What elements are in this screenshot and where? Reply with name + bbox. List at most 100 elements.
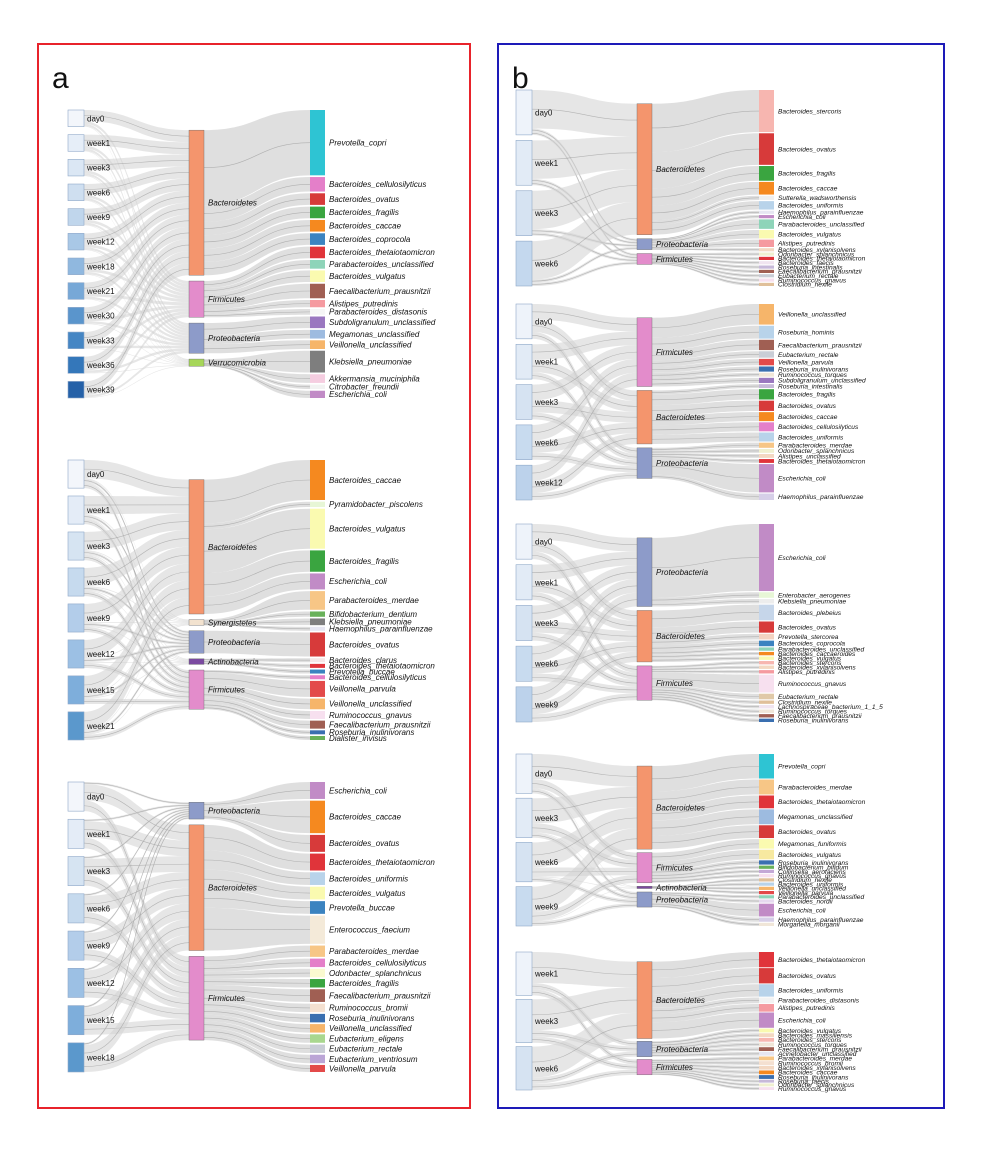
species-node-bacteroides-vulgatus: [310, 886, 325, 900]
phylum-node-bacteroidetes: [636, 103, 653, 235]
species-label-ruminococcus-gnavus: Ruminococcus_gnavus: [778, 681, 847, 688]
time-phylum-flow: [84, 624, 189, 731]
species-label-bacteroides-xylanisolvens: Bacteroides_xylanisolvens: [778, 247, 856, 254]
flow-trace: [531, 218, 638, 261]
time-label-week6: week6: [534, 438, 559, 447]
time-label-week12: week12: [534, 479, 563, 488]
species-label-haemophilus-parainfluenzae: Haemophilus_parainfluenzae: [778, 494, 864, 501]
flow-trace: [651, 594, 760, 601]
time-label-day0: day0: [535, 538, 553, 547]
time-label-week3: week3: [534, 398, 559, 407]
species-node-bacteroides-plebeius: [759, 604, 774, 621]
flow-trace: [203, 363, 311, 379]
phylum-species-flow: [652, 1065, 759, 1075]
flow-trace: [83, 813, 190, 970]
species-label-veillonella-unclassified: Veillonella_unclassified: [778, 886, 846, 893]
species-node-eubacterium-rectale: [759, 274, 774, 278]
flow-trace: [651, 648, 760, 654]
species-node-bacteroides-fragilis: [759, 166, 774, 181]
flow-trace: [651, 260, 760, 277]
species-label-ruminococcus-torques: Ruminococcus_torques: [778, 1042, 848, 1049]
time-node-week9: [67, 208, 85, 226]
time-label-week6: week6: [534, 660, 559, 669]
species-node-bacteroides-vulgatus: [759, 656, 774, 660]
flow-trace: [203, 816, 311, 844]
flow-trace: [203, 528, 311, 552]
time-label-week9: week9: [86, 614, 111, 623]
species-label-sutterella-wadsworthensis: Sutterella_wadsworthensis: [778, 195, 857, 202]
flow-trace: [83, 815, 190, 1007]
time-phylum-flow: [532, 169, 637, 230]
time-node-week21: [67, 711, 85, 741]
phylum-species-flow: [204, 824, 310, 871]
time-node-week1: [515, 951, 533, 996]
species-node-ruminococcus-bromii: [310, 1003, 325, 1013]
flow-trace: [203, 707, 311, 739]
flow-trace: [83, 184, 190, 215]
species-node-bacteroides-stercoris: [759, 1037, 774, 1042]
flow-trace: [203, 252, 311, 285]
time-phylum-flow: [532, 621, 637, 642]
time-node-week3: [67, 159, 85, 177]
phylum-node-verrucomicrobia: [188, 358, 205, 367]
time-label-week6: week6: [534, 1064, 559, 1073]
time-node-week9: [515, 886, 533, 927]
species-node-bacteroides-ovatus: [759, 825, 774, 839]
flow-trace: [651, 212, 760, 240]
time-phylum-flow: [84, 365, 189, 398]
flow-trace: [651, 557, 760, 569]
flow-trace: [203, 878, 311, 894]
flow-trace: [531, 1053, 638, 1081]
flow-trace: [651, 1039, 760, 1049]
species-label-haemophilus-parainfluenzae: Haemophilus_parainfluenzae: [778, 917, 864, 924]
species-node-faecalibacterium-prausnitzii: [310, 720, 325, 729]
flow-trace: [531, 992, 638, 1063]
flow-trace: [83, 468, 190, 489]
species-label-escherichia-coli: Escherichia_coli: [329, 390, 387, 399]
species-node-bacteroides-uniformis: [759, 201, 774, 210]
species-label-klebsiella-pneumoniae: Klebsiella_pneumoniae: [329, 618, 412, 627]
species-label-roseburia-intestinalis: Roseburia_intestinalis: [778, 383, 843, 390]
flow-trace: [83, 172, 190, 190]
species-label-bacteroides-ovatus: Bacteroides_ovatus: [778, 403, 837, 410]
flow-trace: [651, 905, 760, 925]
species-node-klebsiella-pneumoniae: [759, 599, 774, 604]
phylum-species-flow: [204, 850, 310, 885]
species-label-bacteroides-fragilis: Bacteroides_fragilis: [329, 557, 399, 566]
time-node-week18: [67, 1042, 85, 1073]
species-node-alistipes-unclassified: [759, 454, 774, 458]
time-phylum-flow: [84, 589, 189, 662]
species-label-roseburia-inulinivorans: Roseburia_inulinivorans: [778, 366, 849, 373]
species-node-veillonella-unclassified: [310, 1024, 325, 1033]
species-node-roseburia-inulinivorans: [759, 1075, 774, 1079]
time-node-week6: [515, 424, 533, 461]
species-label-bacteroides-ovatus: Bacteroides_ovatus: [778, 829, 837, 836]
time-phylum-flow: [84, 663, 189, 699]
flow-trace: [203, 837, 311, 863]
species-node-haemophilus-parainfluenzae: [759, 917, 774, 922]
flow-trace: [651, 696, 760, 717]
phylum-label-proteobacteria: Proteobacteria: [208, 638, 261, 647]
species-label-eubacterium-rectale: Eubacterium_rectale: [778, 273, 839, 280]
phylum-species-flow: [204, 888, 310, 914]
flow-trace: [651, 263, 760, 285]
time-label-week6: week6: [534, 858, 559, 867]
phylum-species-flow: [652, 474, 759, 500]
time-phylum-flow: [532, 952, 637, 988]
flow-trace: [531, 545, 638, 616]
time-label-week18: week18: [86, 262, 115, 271]
species-node-bacteroides-clarus: [310, 658, 325, 663]
time-label-week36: week36: [86, 361, 115, 370]
flow-links: [531, 90, 760, 286]
flow-trace: [83, 208, 190, 264]
flow-trace: [531, 108, 638, 121]
species-label-parabacteroides-distasonis: Parabacteroides_distasonis: [329, 308, 427, 317]
flow-trace: [651, 173, 760, 198]
flow-trace: [531, 531, 638, 546]
species-label-escherichia-coli: Escherichia_coli: [329, 786, 387, 795]
flow-trace: [531, 626, 638, 637]
flow-trace: [651, 691, 760, 708]
time-label-day0: day0: [87, 114, 105, 123]
time-node-week39: [67, 381, 85, 399]
species-label-bacteroides-coprocola: Bacteroides_coprocola: [778, 641, 845, 648]
